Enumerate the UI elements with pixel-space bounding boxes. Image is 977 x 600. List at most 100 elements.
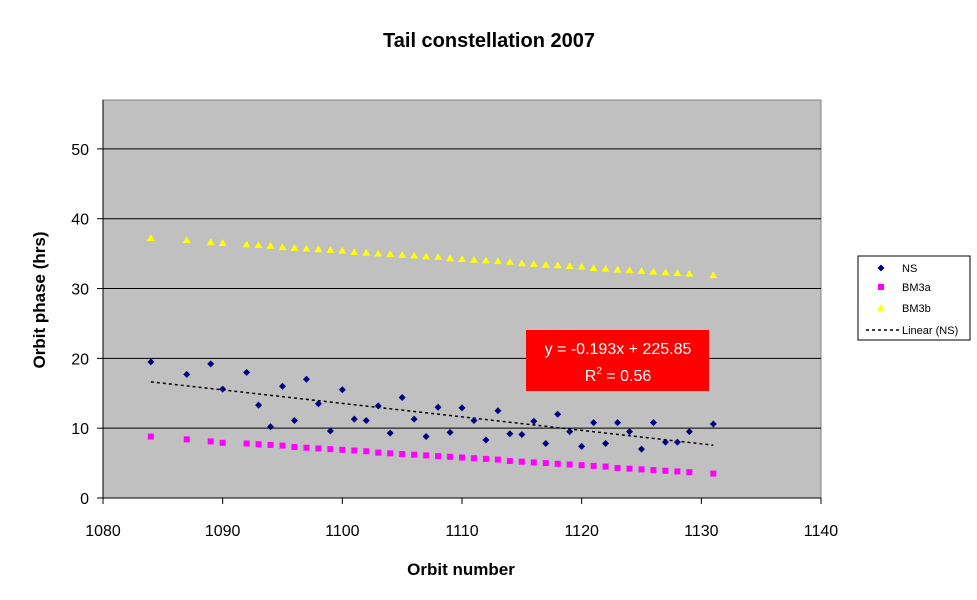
point-ns-25 xyxy=(494,407,502,415)
point-bm3a-38 xyxy=(650,467,657,474)
legend-label-trendline: Linear (NS) xyxy=(902,325,958,337)
x-tick-label-1120: 1120 xyxy=(564,523,599,540)
y-tick-label-40: 40 xyxy=(71,212,89,229)
point-bm3a-23 xyxy=(470,455,477,462)
point-ns-30 xyxy=(554,410,562,418)
point-bm3a-39 xyxy=(662,467,669,474)
point-bm3b-11 xyxy=(326,246,335,253)
point-bm3b-9 xyxy=(302,244,311,252)
point-bm3a-22 xyxy=(459,454,465,461)
point-ns-23 xyxy=(470,416,478,424)
point-bm3b-34 xyxy=(601,264,610,272)
point-ns-34 xyxy=(602,440,610,448)
legend-marker-bm3b xyxy=(877,304,885,311)
point-ns-29 xyxy=(542,440,550,448)
legend-marker-ns xyxy=(877,264,885,272)
point-ns-6 xyxy=(267,423,275,431)
point-ns-18 xyxy=(410,415,418,423)
point-bm3a-32 xyxy=(578,462,585,469)
point-bm3a-8 xyxy=(291,444,298,451)
point-bm3b-37 xyxy=(637,267,646,274)
point-bm3b-4 xyxy=(242,240,251,248)
point-bm3a-24 xyxy=(482,455,489,462)
equation-box xyxy=(526,330,709,391)
point-bm3a-4 xyxy=(243,440,250,447)
equation-annotation: y = -0.193x + 225.85 R2 = 0.56 xyxy=(526,330,709,391)
point-bm3a-3 xyxy=(219,439,226,446)
point-bm3b-28 xyxy=(529,260,538,267)
point-bm3a-19 xyxy=(423,452,430,459)
y-tick-label-10: 10 xyxy=(71,421,89,438)
point-bm3b-25 xyxy=(493,257,502,265)
r-squared-superscript: 2 xyxy=(596,366,602,377)
point-bm3a-16 xyxy=(387,450,394,457)
x-tick-label-1090: 1090 xyxy=(205,523,241,540)
point-bm3a-15 xyxy=(375,449,382,456)
legend-label-bm3a: BM3a xyxy=(902,282,932,294)
r-squared-r: R xyxy=(585,368,597,385)
point-ns-13 xyxy=(350,415,358,423)
point-bm3b-16 xyxy=(386,250,395,258)
point-bm3b-1 xyxy=(182,236,191,244)
r-squared-value: = 0.56 xyxy=(602,368,651,385)
point-bm3a-26 xyxy=(506,457,513,464)
equation-text: y = -0.193x + 225.85 xyxy=(545,341,692,358)
point-ns-41 xyxy=(685,428,693,436)
point-ns-21 xyxy=(446,428,454,436)
plot-area xyxy=(102,99,822,499)
point-ns-39 xyxy=(661,438,669,446)
point-bm3b-2 xyxy=(206,238,215,246)
point-bm3a-20 xyxy=(435,453,442,460)
point-ns-0 xyxy=(147,358,155,366)
point-ns-42 xyxy=(709,420,717,428)
point-ns-33 xyxy=(590,419,598,427)
point-ns-5 xyxy=(255,401,263,409)
series-bm3a xyxy=(147,433,717,477)
point-bm3a-13 xyxy=(351,447,358,454)
point-ns-35 xyxy=(614,419,622,427)
point-ns-3 xyxy=(219,385,227,393)
point-bm3b-24 xyxy=(481,256,490,264)
point-ns-11 xyxy=(326,427,334,435)
point-bm3b-10 xyxy=(314,245,323,253)
point-ns-17 xyxy=(398,393,406,401)
point-bm3b-5 xyxy=(254,241,263,249)
series-ns xyxy=(147,358,717,453)
point-bm3b-20 xyxy=(434,253,443,260)
point-ns-2 xyxy=(207,360,215,368)
point-bm3b-42 xyxy=(709,271,718,279)
point-bm3a-9 xyxy=(303,444,310,451)
point-bm3a-42 xyxy=(710,470,717,477)
point-ns-20 xyxy=(434,403,442,411)
x-tick-label-1110: 1110 xyxy=(445,523,478,540)
point-bm3a-10 xyxy=(315,445,322,452)
point-bm3a-11 xyxy=(327,446,334,453)
point-bm3a-5 xyxy=(255,441,262,448)
point-ns-14 xyxy=(362,416,370,424)
legend-marker-bm3a xyxy=(878,284,884,290)
point-ns-8 xyxy=(290,416,298,424)
point-bm3a-17 xyxy=(399,451,406,458)
x-tick-label-1140: 1140 xyxy=(804,523,839,540)
point-bm3b-6 xyxy=(266,241,275,249)
point-ns-24 xyxy=(482,436,490,444)
point-ns-40 xyxy=(673,438,681,446)
x-axis: 1080 1090 1100 1110 1120 1130 1140 xyxy=(85,497,839,540)
point-bm3a-31 xyxy=(566,461,573,468)
point-bm3a-33 xyxy=(590,462,597,469)
point-bm3b-15 xyxy=(374,249,383,257)
point-bm3b-14 xyxy=(362,248,371,256)
y-tick-label-0: 0 xyxy=(80,491,89,508)
series-bm3b xyxy=(146,234,718,279)
point-bm3b-21 xyxy=(446,254,455,262)
point-bm3a-28 xyxy=(530,459,537,466)
point-bm3a-27 xyxy=(518,458,525,465)
point-bm3b-33 xyxy=(589,264,598,272)
point-bm3a-0 xyxy=(147,433,154,440)
point-ns-12 xyxy=(338,386,346,394)
point-bm3a-25 xyxy=(494,456,501,463)
point-bm3b-27 xyxy=(517,259,526,267)
x-tick-label-1130: 1130 xyxy=(684,523,719,540)
point-ns-28 xyxy=(530,417,538,425)
